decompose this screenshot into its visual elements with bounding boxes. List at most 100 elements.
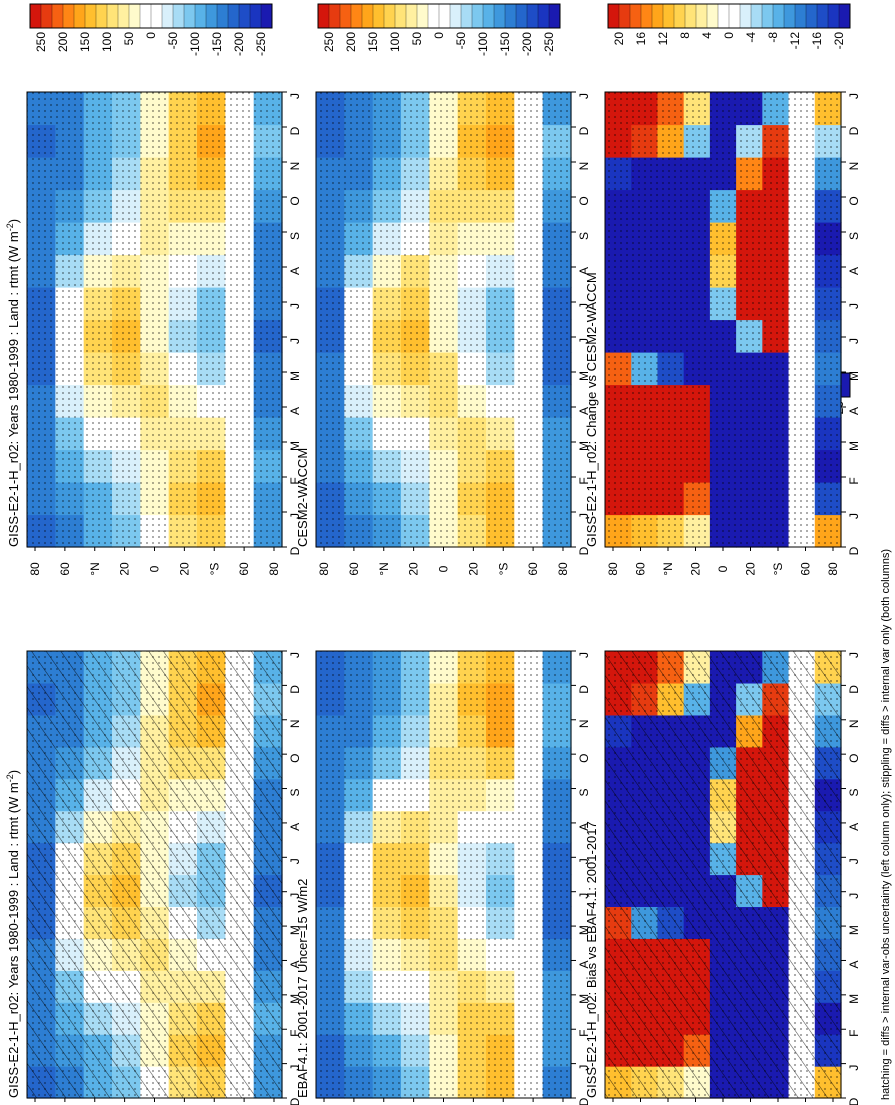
colorbar-swatch <box>805 3 818 29</box>
colorbar-swatch <box>139 3 152 29</box>
hatching-overlay <box>605 651 841 1098</box>
lat-label: 0 <box>716 565 730 572</box>
colorbar-swatch <box>537 3 550 29</box>
colorbar-swatch <box>427 3 440 29</box>
colorbar-label: -50 <box>454 32 468 50</box>
title-suffix: ) <box>6 770 21 774</box>
colorbar-swatch <box>95 3 108 29</box>
colorbar-swatch <box>416 3 429 29</box>
lat-label: 80 <box>606 562 620 576</box>
colorbar-frame <box>607 3 851 29</box>
colorbar-swatch <box>372 3 385 29</box>
month-label: J <box>577 93 591 99</box>
lat-label: 80 <box>826 562 840 576</box>
lat-label: °N <box>661 562 675 575</box>
month-label: J <box>577 652 591 658</box>
colorbar-swatch <box>695 3 708 29</box>
lat-label: 20 <box>744 562 758 576</box>
month-label: F <box>288 1030 302 1037</box>
colorbar-label: 50 <box>410 32 424 46</box>
month-label: J <box>847 893 861 899</box>
stippling-overlay <box>316 92 571 547</box>
lat-label: °N <box>88 562 102 575</box>
colorbar-swatch <box>750 3 763 29</box>
month-label: S <box>847 232 861 240</box>
month-label: N <box>288 719 302 728</box>
lat-label: °S <box>207 563 221 576</box>
month-label: M <box>847 441 861 451</box>
month-label: D <box>577 1097 591 1105</box>
colorbar-label: -200 <box>520 32 534 56</box>
month-label: S <box>847 789 861 797</box>
colorbar-label: 100 <box>388 32 402 52</box>
colorbar-swatch <box>838 3 851 29</box>
month-label: J <box>847 513 861 519</box>
colorbar-label: 250 <box>34 32 48 52</box>
colorbar-label: 200 <box>56 32 70 52</box>
colorbar-swatch <box>29 3 42 29</box>
colorbar-swatch <box>40 3 53 29</box>
lat-label: 20 <box>689 562 703 576</box>
colorbar-label: -20 <box>832 32 846 50</box>
month-label: S <box>288 789 302 797</box>
month-label: D <box>577 546 591 555</box>
month-label: J <box>847 858 861 864</box>
colorbar-swatch <box>339 3 352 29</box>
colorbar-swatch <box>383 3 396 29</box>
lat-label: 60 <box>799 562 813 576</box>
colorbar-swatch <box>84 3 97 29</box>
colorbar-swatch <box>673 3 686 29</box>
colorbar-swatch <box>161 3 174 29</box>
month-label: A <box>288 960 302 968</box>
colorbar-swatch <box>194 3 207 29</box>
lat-label: 60 <box>347 562 361 576</box>
month-label: S <box>288 232 302 240</box>
colorbar-label: 150 <box>78 32 92 52</box>
title-superscript: -2 <box>5 774 15 782</box>
month-label: A <box>288 267 302 275</box>
colorbar-swatch <box>205 3 218 29</box>
panel-title: GISS-E2-1-H_r02: Years 1980-1999 : Land … <box>5 770 21 1098</box>
colorbar-swatch <box>227 3 240 29</box>
colorbar-swatch <box>238 3 251 29</box>
lat-label: °S <box>771 563 785 576</box>
month-label: J <box>288 893 302 899</box>
colorbar-swatch <box>706 3 719 29</box>
month-label: F <box>847 1030 861 1037</box>
month-label: M <box>577 441 591 451</box>
colorbar-label: -12 <box>788 32 802 50</box>
month-label: N <box>847 162 861 171</box>
lat-label: 20 <box>118 562 132 576</box>
month-label: D <box>288 1097 302 1105</box>
colorbar-swatch <box>317 3 330 29</box>
title-suffix: ) <box>6 219 21 223</box>
month-label: A <box>577 267 591 275</box>
month-label: D <box>577 126 591 135</box>
panel-title: CESM2-WACCM <box>295 448 310 547</box>
lat-label: 60 <box>634 562 648 576</box>
colorbar-swatch <box>662 3 675 29</box>
colorbar-swatch <box>394 3 407 29</box>
month-label: J <box>288 338 302 344</box>
colorbar-label: -50 <box>166 32 180 50</box>
month-label: J <box>577 303 591 309</box>
colorbar-swatch <box>794 3 807 29</box>
colorbar-label: 12 <box>656 32 670 46</box>
colorbar-label: -16 <box>810 32 824 50</box>
month-label: M <box>288 441 302 451</box>
panel-title: EBAF4.1: 2001-2017 Uncer=15 W/m2 <box>295 879 310 1098</box>
colorbar-label: -250 <box>254 32 268 56</box>
lat-label: 60 <box>58 562 72 576</box>
month-label: J <box>577 1065 591 1071</box>
month-label: A <box>847 823 861 831</box>
lat-label: 80 <box>267 562 281 576</box>
colorbar-swatch <box>493 3 506 29</box>
colorbar-swatch <box>216 3 229 29</box>
panel-middle-left: D J F M A M J J A S O N D J 80 60 °N 20 0 20 °S 60 80 EBAF4.1: … <box>295 372 591 1105</box>
month-label: M <box>847 925 861 935</box>
month-label: F <box>288 477 302 484</box>
month-label: A <box>847 960 861 968</box>
